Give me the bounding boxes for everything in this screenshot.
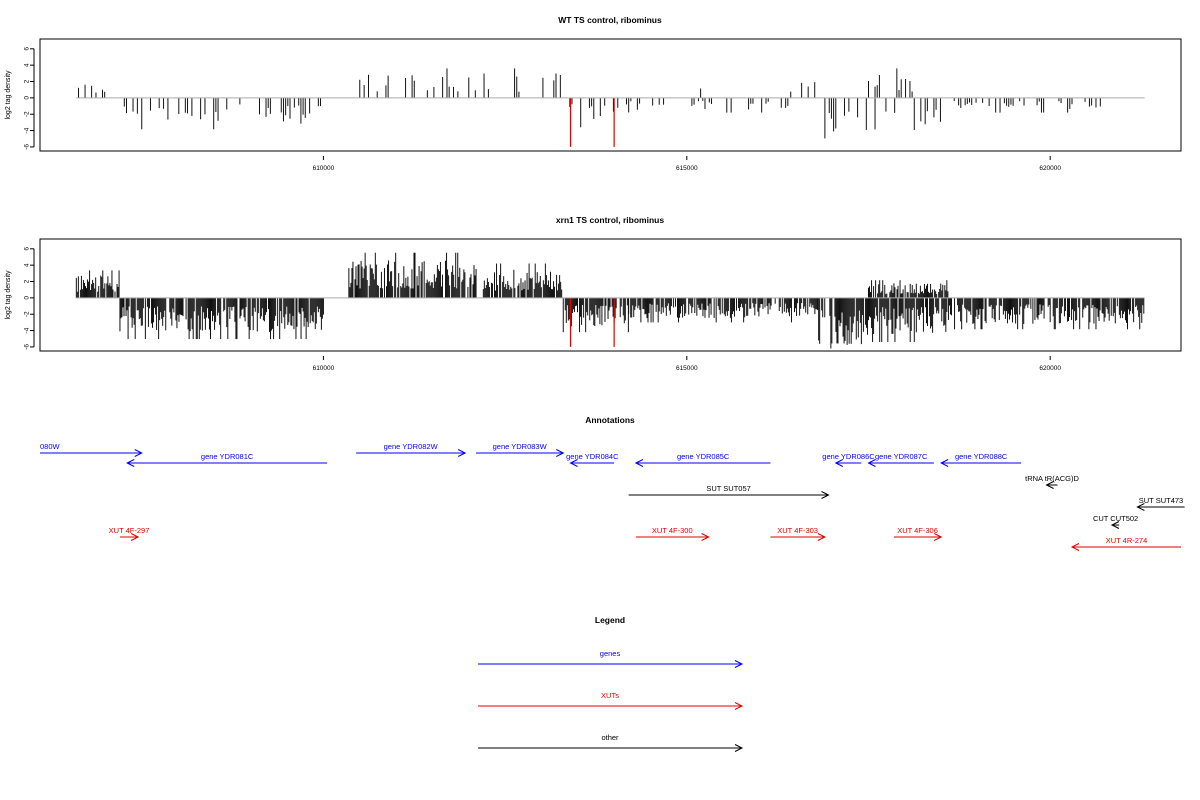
- y-tick-label: 4: [24, 263, 31, 267]
- y-tick-label: 6: [24, 247, 31, 251]
- xrn1-track-title: xrn1 TS control, ribominus: [556, 215, 664, 225]
- wt-y-axis-label: log2 tag density: [5, 70, 12, 120]
- legend-item: other: [478, 733, 744, 752]
- legend-item: XUTs: [478, 691, 744, 710]
- annotation-label: gene YDR088C: [955, 452, 1008, 461]
- annotation-feature: CUT CUT502: [1093, 514, 1138, 529]
- annotation-feature: gene YDR083W: [476, 442, 565, 457]
- annotation-label: CUT CUT502: [1093, 514, 1138, 523]
- annotation-label: XUT 4R-274: [1106, 536, 1148, 545]
- wt-track-panel: WT TS control, ribominus log2 tag densit…: [5, 15, 1182, 172]
- annotation-feature: 080W: [40, 442, 143, 457]
- y-tick-label: 2: [24, 79, 31, 83]
- annotation-feature: gene YDR082W: [356, 442, 467, 457]
- x-tick-label: 610000: [313, 165, 335, 172]
- legend-title: Legend: [595, 615, 625, 625]
- annotation-feature: gene YDR086C: [822, 452, 875, 467]
- annotation-label: 080W: [40, 442, 61, 451]
- annotation-label: SUT SUT473: [1139, 496, 1183, 505]
- annotation-feature: gene YDR085C: [634, 452, 771, 467]
- annotation-label: gene YDR082W: [384, 442, 439, 451]
- annotation-label: gene YDR081C: [201, 452, 254, 461]
- annotation-feature: gene YDR087C: [867, 452, 934, 467]
- wt-bars: [78, 68, 1101, 139]
- annotation-label: SUT SUT057: [706, 484, 750, 493]
- xrn1-x-axis: 610000 615000 620000: [313, 356, 1061, 372]
- annotation-label: XUT 4F-300: [652, 526, 693, 535]
- annotation-label: XUT 4F-297: [109, 526, 150, 535]
- annotation-feature: gene YDR084C: [566, 452, 619, 467]
- annotations-panel: Annotations 080W gene YDR081C gene YDR082W…: [40, 415, 1185, 551]
- y-tick-label: 2: [24, 279, 31, 283]
- annotations-title: Annotations: [585, 415, 635, 425]
- legend-label: XUTs: [601, 691, 619, 700]
- x-tick-label: 610000: [313, 365, 335, 372]
- annotation-feature: SUT SUT473: [1136, 496, 1185, 511]
- annotation-features: 080W gene YDR081C gene YDR082W gene YDR083W…: [40, 442, 1185, 551]
- y-tick-label: 4: [24, 63, 31, 67]
- y-tick-label: -2: [24, 111, 31, 117]
- annotation-feature: XUT 4F-303: [770, 526, 827, 541]
- annotation-feature: SUT SUT057: [628, 484, 830, 499]
- x-tick-label: 615000: [676, 365, 698, 372]
- y-tick-label: 0: [24, 296, 31, 300]
- x-tick-label: 615000: [676, 165, 698, 172]
- legend-item: genes: [478, 649, 744, 668]
- annotation-label: gene YDR084C: [566, 452, 619, 461]
- x-tick-label: 620000: [1039, 365, 1061, 372]
- legend-label: genes: [600, 649, 621, 658]
- annotation-feature: XUT 4R-274: [1070, 536, 1181, 551]
- xrn1-bars: [75, 252, 1145, 349]
- wt-plot-frame: [39, 38, 1182, 152]
- annotation-feature: XUT 4F-300: [635, 526, 710, 541]
- xrn1-highlight-bars: [569, 297, 615, 347]
- annotation-label: XUT 4F-306: [897, 526, 938, 535]
- legend: Legend genes XUTs other: [478, 615, 744, 752]
- annotation-label: gene YDR083W: [493, 442, 548, 451]
- annotation-feature: gene YDR081C: [126, 452, 328, 467]
- annotation-feature: gene YDR088C: [940, 452, 1022, 467]
- annotation-label: gene YDR086C: [822, 452, 875, 461]
- x-tick-label: 620000: [1039, 165, 1061, 172]
- wt-y-axis: 6 4 2 0 -2 -4 -6: [24, 47, 35, 150]
- xrn1-plot-frame: [39, 238, 1182, 352]
- wt-x-axis: 610000 615000 620000: [313, 156, 1061, 172]
- annotation-label: XUT 4F-303: [777, 526, 818, 535]
- annotation-label: gene YDR087C: [875, 452, 928, 461]
- annotation-feature: XUT 4F-306: [893, 526, 943, 541]
- annotation-feature: tRNA tR(ACG)D: [1025, 474, 1079, 489]
- xrn1-y-axis: 6 4 2 0 -2 -4 -6: [24, 247, 35, 350]
- wt-highlight-bars: [569, 97, 615, 147]
- legend-items: genes XUTs other: [478, 649, 744, 752]
- xrn1-y-axis-label: log2 tag density: [5, 270, 12, 320]
- y-tick-label: -4: [24, 127, 31, 133]
- annotation-label: gene YDR085C: [677, 452, 730, 461]
- y-tick-label: -4: [24, 327, 31, 333]
- wt-track-title: WT TS control, ribominus: [558, 15, 662, 25]
- annotation-feature: XUT 4F-297: [109, 526, 150, 541]
- y-tick-label: -2: [24, 311, 31, 317]
- y-tick-label: 0: [24, 96, 31, 100]
- y-tick-label: 6: [24, 47, 31, 51]
- y-tick-label: -6: [24, 344, 31, 350]
- annotation-label: tRNA tR(ACG)D: [1025, 474, 1079, 483]
- xrn1-track-panel: xrn1 TS control, ribominus log2 tag dens…: [5, 215, 1182, 372]
- y-tick-label: -6: [24, 144, 31, 150]
- legend-label: other: [601, 733, 619, 742]
